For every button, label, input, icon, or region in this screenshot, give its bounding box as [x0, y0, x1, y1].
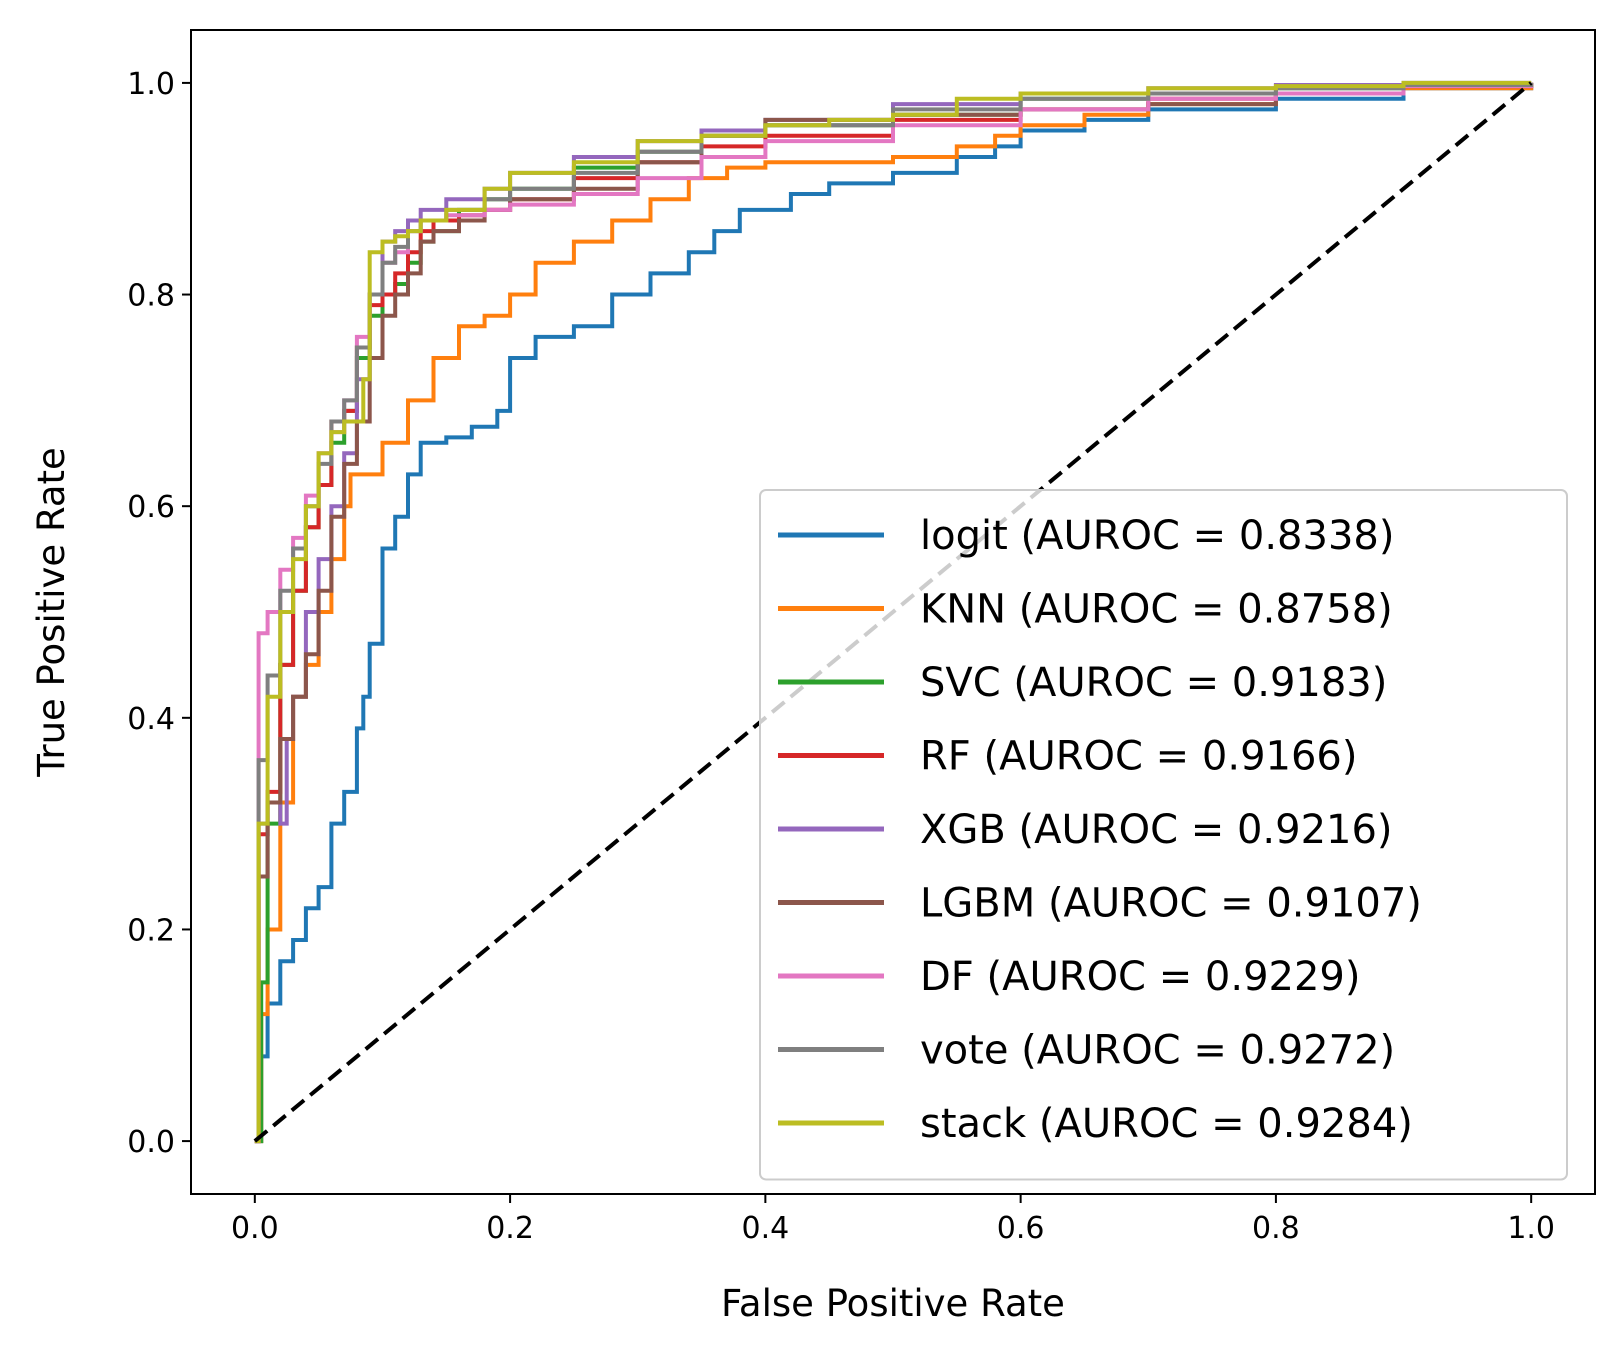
legend-entry: RF (AUROC = 0.9166): [920, 734, 1357, 780]
y-axis: 0.0 0.2 0.4 0.6 0.8 1.0: [127, 67, 191, 1160]
legend-entry: vote (AUROC = 0.9272): [920, 1028, 1395, 1074]
x-tick-label: 0.0: [231, 1211, 279, 1246]
series-line-0: [254, 82, 1534, 1144]
legend-entry: XGB (AUROC = 0.9216): [920, 807, 1393, 853]
y-tick-label: 0.2: [127, 913, 175, 948]
y-tick-label: 0.0: [127, 1125, 175, 1160]
x-tick-label: 0.2: [486, 1211, 534, 1246]
y-axis-label: True Positive Rate: [30, 447, 73, 778]
legend: logit (AUROC = 0.8338) KNN (AUROC = 0.875…: [759, 489, 1568, 1181]
y-tick-label: 0.4: [127, 702, 175, 737]
series-line-5: [254, 82, 1534, 1144]
x-tick-label: 0.6: [997, 1211, 1045, 1246]
x-axis: 0.0 0.2 0.4 0.6 0.8 1.0: [231, 1194, 1555, 1246]
y-tick-label: 0.6: [127, 490, 175, 525]
legend-entry: logit (AUROC = 0.8338): [920, 513, 1394, 559]
x-tick-label: 0.4: [742, 1211, 790, 1246]
y-tick-label: 0.8: [127, 279, 175, 314]
x-axis-label: False Positive Rate: [721, 1282, 1065, 1325]
x-tick-label: 1.0: [1507, 1211, 1555, 1246]
series-line-8: [254, 80, 1532, 1144]
legend-entry: LGBM (AUROC = 0.9107): [920, 881, 1422, 927]
plot-frame: [190, 29, 1596, 1195]
legend-box: [759, 489, 1568, 1181]
legend-entry: SVC (AUROC = 0.9183): [920, 660, 1387, 706]
x-tick-label: 0.8: [1252, 1211, 1300, 1246]
series-line-1: [254, 82, 1534, 1144]
legend-entry: KNN (AUROC = 0.8758): [920, 587, 1393, 633]
y-tick-label: 1.0: [127, 67, 175, 102]
legend-entry: stack (AUROC = 0.9284): [920, 1101, 1413, 1147]
legend-entry: DF (AUROC = 0.9229): [920, 954, 1361, 1000]
